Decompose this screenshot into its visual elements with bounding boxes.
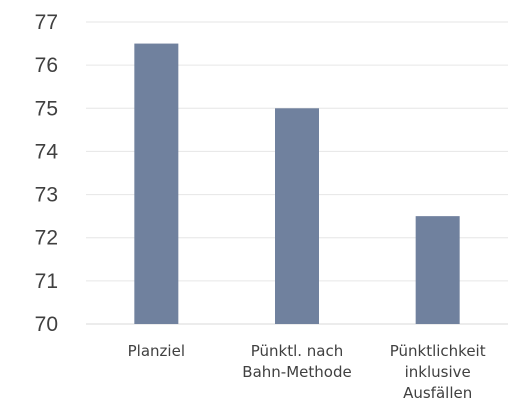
y-tick-label: 71 <box>35 270 58 293</box>
bar <box>415 216 460 324</box>
bar <box>134 43 179 324</box>
y-tick-label: 72 <box>35 227 58 250</box>
bar <box>275 108 319 325</box>
x-tick-label: Planziel <box>128 342 185 360</box>
y-tick-label: 70 <box>35 313 58 336</box>
bars <box>134 43 460 325</box>
y-tick-label: 74 <box>35 140 59 163</box>
x-tick-label: Pünktlichkeit inklusive Ausfällen <box>390 342 486 402</box>
y-tick-label: 73 <box>35 184 58 207</box>
x-axis-ticks: Planziel Pünktl. nach Bahn-Methode Pünktlic… <box>128 342 486 402</box>
y-tick-label: 75 <box>35 97 58 120</box>
y-tick-label: 76 <box>35 54 58 77</box>
y-axis-ticks: 70 71 72 73 74 75 76 77 <box>35 11 59 336</box>
y-tick-label: 77 <box>35 11 58 34</box>
x-tick-label: Pünktl. nach Bahn-Methode <box>242 342 351 381</box>
